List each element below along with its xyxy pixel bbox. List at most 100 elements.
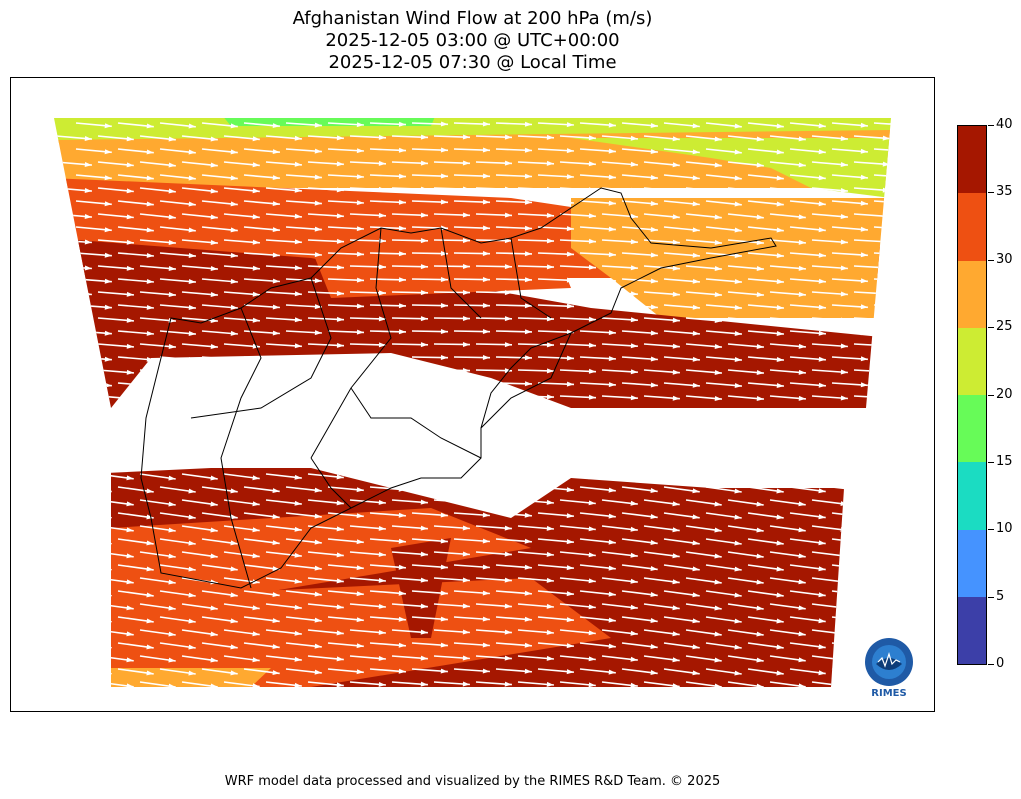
wind-arrow-head <box>272 304 280 310</box>
wind-arrow-head <box>126 423 134 429</box>
wind-arrow-head <box>840 683 848 687</box>
wind-arrow-head <box>104 175 112 181</box>
wind-arrow-head <box>566 303 574 309</box>
wind-arrow-head <box>463 264 470 269</box>
wind-arrow <box>853 499 890 505</box>
wind-arrow <box>75 564 112 571</box>
wind-arrow-head <box>840 605 848 610</box>
wind-arrow-head <box>524 121 532 127</box>
wind-arrow-head <box>104 278 112 284</box>
wind-arrow <box>853 473 890 479</box>
wind-arrow-head <box>356 513 364 519</box>
wind-arrow-head <box>776 201 784 207</box>
wind-arrow-head <box>588 187 596 193</box>
wind-arrow-head <box>104 488 112 494</box>
wind-arrow-head <box>756 396 764 401</box>
wind-arrow-head <box>798 631 806 637</box>
wind-arrow-head <box>818 330 826 336</box>
wind-arrow-head <box>378 134 386 140</box>
wind-arrow-head <box>734 123 742 129</box>
wind-arrow-head <box>482 121 490 127</box>
wind-arrow-head <box>230 566 238 572</box>
wind-arrow-head <box>546 525 554 531</box>
wind-arrow-head <box>882 187 890 193</box>
wind-arrow <box>75 538 112 545</box>
wind-arrow-head <box>462 551 470 557</box>
wind-arrow-head <box>168 631 176 637</box>
wind-arrow-head <box>608 643 616 649</box>
wind-arrow-head <box>840 449 848 454</box>
wind-arrow-head <box>860 226 868 232</box>
wind-arrow-head <box>546 134 554 140</box>
wind-arrow <box>853 577 890 583</box>
wind-arrow-head <box>692 566 700 572</box>
rimes-logo: RIMES <box>856 634 922 700</box>
wind-arrow-head <box>860 435 868 441</box>
wind-arrow-head <box>630 448 638 454</box>
wind-arrow-head <box>692 514 700 520</box>
wind-arrow <box>873 278 891 282</box>
wind-arrow <box>55 395 92 400</box>
wind-arrow-head <box>798 449 806 455</box>
wind-arrow-head <box>672 317 680 323</box>
wind-arrow-head <box>882 474 890 480</box>
colorbar-tick-label: 0 <box>996 656 1005 671</box>
wind-arrow-head <box>146 670 154 676</box>
wind-arrow-head <box>378 422 386 427</box>
wind-arrow-head <box>798 423 806 429</box>
wind-arrow-head <box>168 449 176 455</box>
wind-arrow-head <box>672 395 680 401</box>
wind-arrow-head <box>356 591 364 597</box>
wind-arrow-head <box>566 461 574 467</box>
wind-arrow-head <box>272 252 280 258</box>
wind-arrow-head <box>252 423 260 429</box>
wind-arrow-head <box>210 396 218 401</box>
wind-arrow-head <box>546 394 554 400</box>
wind-arrow-head <box>734 305 742 310</box>
wind-arrow-head <box>188 514 196 520</box>
wind-arrow-head <box>860 252 868 258</box>
wind-arrow-head <box>398 277 406 283</box>
colorbar-segment <box>958 192 986 261</box>
wind-arrow-head <box>756 266 764 271</box>
wind-arrow-head <box>608 382 616 388</box>
wind-arrow-head <box>714 240 722 245</box>
wind-arrow <box>873 512 891 518</box>
wind-arrow-head <box>462 447 470 453</box>
wind-arrow-head <box>482 564 490 570</box>
wind-arrow-head <box>504 238 512 244</box>
wind-arrow-head <box>146 566 154 572</box>
wind-arrow-head <box>210 370 218 375</box>
wind-arrow-head <box>482 512 490 518</box>
wind-arrow-head <box>252 605 260 611</box>
wind-arrow <box>75 616 112 623</box>
wind-arrow-head <box>776 123 784 129</box>
map-panel: RIMES <box>10 77 935 712</box>
wind-arrow-head <box>168 501 176 507</box>
wind-arrow <box>55 421 92 428</box>
wind-arrow-head <box>314 148 322 154</box>
wind-arrow-head <box>650 330 658 336</box>
wind-arrow-head <box>903 408 910 413</box>
wind-arrow-head <box>798 501 806 507</box>
footer-credit: WRF model data processed and visualized … <box>224 774 721 789</box>
wind-arrow-head <box>840 214 848 219</box>
wind-arrow-head <box>734 357 742 362</box>
wind-arrow-head <box>546 238 554 244</box>
wind-arrow-head <box>692 540 700 546</box>
wind-arrow <box>55 655 92 662</box>
wind-arrow-head <box>126 579 134 585</box>
wind-arrow-head <box>252 527 260 533</box>
wind-arrow-head <box>398 173 406 179</box>
wind-arrow-head <box>104 252 112 258</box>
wind-arrow-head <box>168 136 176 142</box>
wind-arrow-head <box>336 500 344 506</box>
wind-arrow-head <box>650 514 658 519</box>
wind-arrow-head <box>420 186 428 192</box>
wind-arrow-head <box>482 251 490 256</box>
wind-arrow-head <box>630 422 638 428</box>
wind-arrow-head <box>756 423 764 429</box>
wind-arrow-head <box>188 592 196 598</box>
wind-arrow-head <box>903 461 910 466</box>
wind-arrow-head <box>272 175 280 180</box>
